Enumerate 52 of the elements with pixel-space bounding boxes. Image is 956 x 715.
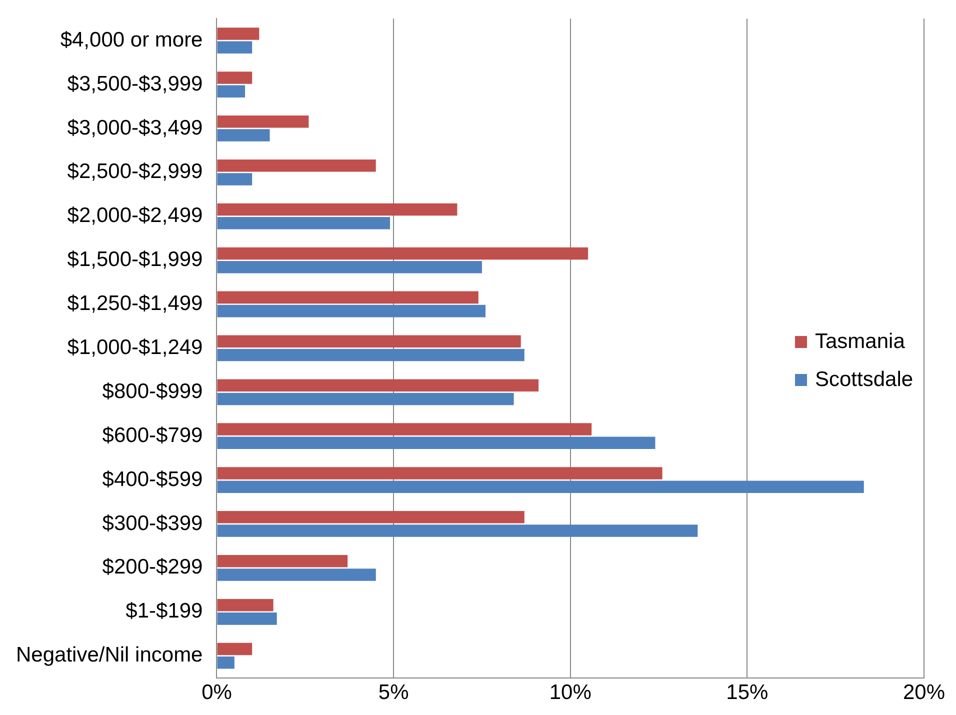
y-tick-label: $1,000-$1,249 [67,336,203,359]
y-tick-label: $4,000 or more [60,28,203,52]
y-tick-label: $800-$999 [102,380,203,403]
y-tick-label: $300-$399 [102,512,203,535]
y-tick-label: Negative/Nil income [16,644,203,667]
legend-label: Scottsdale [815,368,914,392]
bar [217,173,252,186]
bar [217,511,524,524]
bar [217,480,864,493]
bar [217,159,376,172]
bar [217,467,662,480]
bar [217,28,260,40]
bar [217,335,521,348]
x-tick-label: 0% [202,681,232,704]
y-tick-label: $1,500-$1,999 [67,248,203,272]
bar [217,379,539,392]
bar [217,291,478,304]
y-tick-label: $600-$799 [102,424,203,447]
bar [217,568,376,581]
x-tick-label: 10% [549,681,592,704]
bar [217,72,252,84]
x-tick-label: 5% [378,681,409,704]
bar [217,41,252,54]
bar [217,656,234,669]
y-tick-label: $3,500-$3,999 [67,72,203,96]
bar [217,116,309,128]
bar [217,348,524,362]
bar [217,423,592,436]
bar [217,524,698,537]
y-tick-label: $1-$199 [126,600,203,623]
bar [217,598,274,612]
bar [217,436,656,450]
bar [217,247,588,260]
bar [217,203,458,216]
y-tick-label: $1,250-$1,499 [67,292,203,316]
bar [217,129,270,142]
bar [217,260,482,274]
bar [217,304,486,318]
bar [217,642,252,656]
y-tick-label: $200-$299 [102,556,203,579]
y-tick-label: $3,000-$3,499 [67,116,203,140]
y-tick-label: $2,000-$2,499 [67,204,203,228]
x-tick-label: 15% [726,681,768,704]
bar [217,612,277,625]
legend-label: Tasmania [815,330,905,354]
bar [217,217,390,230]
bar [217,392,514,406]
bar [217,85,246,98]
y-tick-label: $2,500-$2,999 [67,160,203,184]
bar [217,554,348,568]
x-tick-label: 20% [902,681,946,704]
y-tick-label: $400-$599 [102,468,203,491]
